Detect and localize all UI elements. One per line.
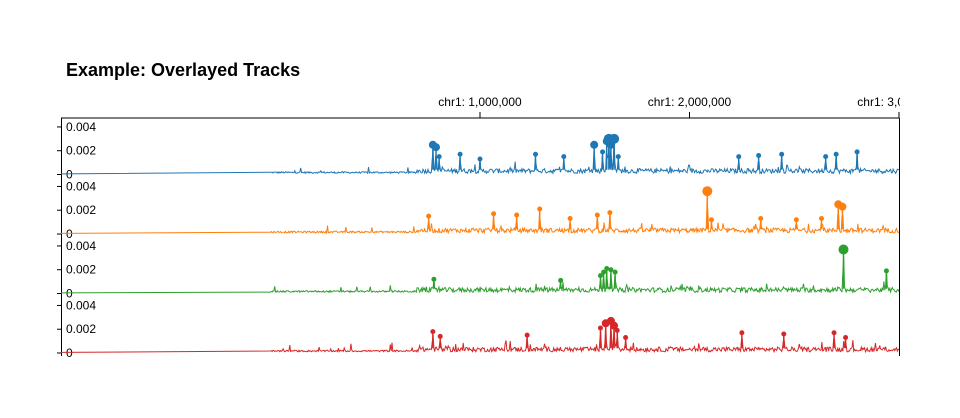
y-tick-label-2-1: 0.002	[66, 263, 96, 277]
peak-point-0-2[interactable]	[436, 154, 442, 160]
peak-point-1-2[interactable]	[514, 212, 520, 218]
peak-point-0-18[interactable]	[833, 151, 839, 157]
peak-point-2-3[interactable]	[601, 269, 607, 275]
peak-point-3-12[interactable]	[843, 335, 849, 341]
peak-point-3-11[interactable]	[831, 330, 837, 336]
peak-point-1-8[interactable]	[708, 217, 714, 223]
x-tick-label-1: chr1: 2,000,000	[648, 95, 732, 109]
peak-point-2-0[interactable]	[431, 276, 437, 282]
peak-point-3-2[interactable]	[524, 332, 530, 338]
y-tick-label-1-1: 0.002	[66, 203, 96, 217]
track-3	[61, 316, 899, 354]
peak-point-1-7[interactable]	[702, 186, 713, 197]
peak-point-0-15[interactable]	[756, 152, 762, 158]
peak-point-0-7[interactable]	[590, 140, 599, 149]
peak-point-0-19[interactable]	[854, 149, 860, 155]
y-tick-label-2-0: 0	[66, 287, 73, 301]
series-line-0	[61, 138, 899, 176]
peak-point-1-4[interactable]	[567, 216, 573, 222]
y-tick-label-0-2: 0.004	[66, 120, 96, 134]
peak-point-0-17[interactable]	[823, 154, 829, 160]
peak-point-2-2[interactable]	[597, 273, 603, 279]
peak-point-3-9[interactable]	[739, 330, 745, 336]
peak-point-3-7[interactable]	[614, 327, 620, 333]
series-line-3	[61, 323, 899, 354]
y-tick-label-3-1: 0.002	[66, 322, 96, 336]
peak-point-2-4[interactable]	[604, 266, 610, 272]
peak-point-2-8[interactable]	[883, 268, 889, 274]
peak-point-0-3[interactable]	[457, 151, 463, 157]
peak-point-1-5[interactable]	[594, 212, 600, 218]
peak-point-2-7[interactable]	[838, 244, 849, 255]
peak-point-1-1[interactable]	[491, 211, 497, 217]
y-tick-label-0-0: 0	[66, 168, 73, 182]
peak-point-0-5[interactable]	[533, 151, 539, 157]
track-1	[61, 186, 899, 235]
track-0	[61, 133, 899, 176]
peak-point-3-8[interactable]	[623, 335, 629, 341]
y-tick-label-1-0: 0	[66, 227, 73, 241]
peak-point-1-9[interactable]	[758, 216, 764, 222]
peak-point-0-13[interactable]	[615, 154, 621, 160]
peak-point-2-5[interactable]	[608, 267, 614, 273]
y-tick-label-2-2: 0.004	[66, 239, 96, 253]
x-tick-label-0: chr1: 1,000,000	[438, 95, 522, 109]
y-tick-label-1-2: 0.004	[66, 179, 96, 193]
peak-point-1-11[interactable]	[818, 216, 824, 222]
peak-point-1-10[interactable]	[793, 217, 799, 223]
y-tick-label-3-0: 0	[66, 346, 73, 360]
peak-point-3-3[interactable]	[597, 325, 603, 331]
y-tick-label-3-2: 0.004	[66, 298, 96, 312]
peak-point-0-6[interactable]	[561, 154, 567, 160]
page-title: Example: Overlayed Tracks	[66, 60, 301, 80]
peak-point-0-16[interactable]	[779, 151, 785, 157]
peak-point-1-0[interactable]	[426, 213, 432, 219]
x-tick-label-2: chr1: 3,000,000	[857, 95, 941, 109]
peak-point-2-1[interactable]	[558, 277, 564, 283]
peak-point-3-10[interactable]	[781, 331, 787, 337]
peak-point-3-0[interactable]	[430, 329, 436, 335]
peak-point-0-1[interactable]	[432, 143, 441, 152]
peak-point-1-6[interactable]	[607, 210, 613, 216]
peak-point-3-1[interactable]	[437, 333, 443, 339]
track-2	[61, 244, 899, 294]
peak-point-1-13[interactable]	[838, 202, 847, 211]
peak-point-0-12[interactable]	[600, 149, 606, 155]
peak-point-3-6[interactable]	[610, 321, 619, 330]
peak-point-0-14[interactable]	[736, 154, 742, 160]
peak-point-1-3[interactable]	[537, 206, 543, 212]
y-tick-label-0-1: 0.002	[66, 144, 96, 158]
series-line-1	[61, 198, 899, 235]
peak-point-0-4[interactable]	[477, 156, 483, 162]
peak-point-2-6[interactable]	[612, 269, 618, 275]
series-line-2	[61, 256, 899, 294]
peak-point-0-11[interactable]	[609, 133, 620, 144]
